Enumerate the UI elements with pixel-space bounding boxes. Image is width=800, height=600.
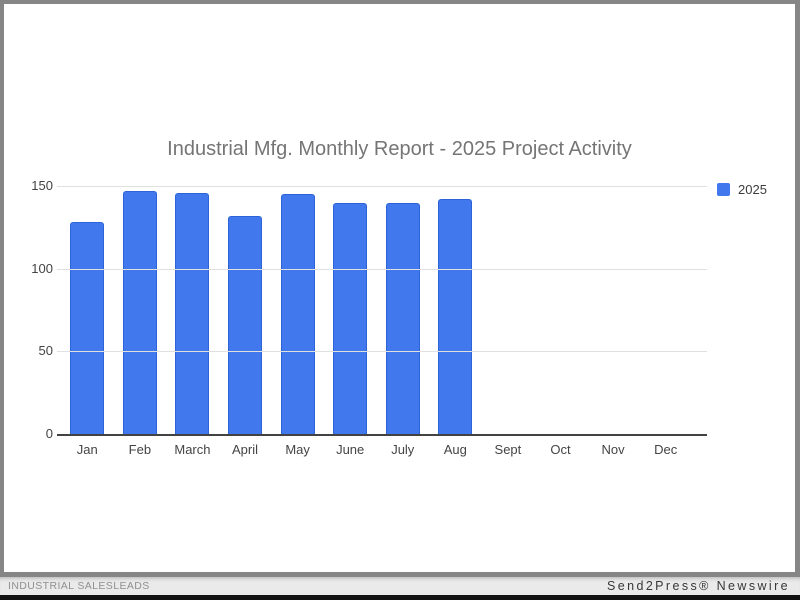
x-axis-label: March — [174, 442, 211, 457]
x-axis-labels: Jan Feb March April May June July Aug Sept Oct Nov… — [61, 442, 692, 457]
x-axis-label: Nov — [601, 442, 625, 457]
legend-label: 2025 — [738, 182, 767, 197]
bar-july — [385, 203, 420, 434]
gridline — [57, 351, 707, 353]
x-axis-label: April — [232, 442, 259, 457]
attribution-left: INDUSTRIAL SALESLEADS — [8, 580, 150, 592]
bar-june — [333, 203, 368, 434]
x-axis-label: Dec — [654, 442, 678, 457]
x-axis-label: Feb — [128, 442, 152, 457]
bar-may — [280, 194, 315, 434]
newswire-credit: Send2Press® Newswire — [607, 579, 790, 593]
x-axis-label: Jan — [76, 442, 98, 457]
x-axis-label: June — [336, 442, 365, 457]
bar-cell — [271, 194, 324, 434]
x-axis-label: July — [391, 442, 415, 457]
x-axis-label: Aug — [443, 442, 467, 457]
gridline — [57, 186, 707, 187]
bar-cell — [376, 203, 429, 434]
bottom-black-bar — [0, 595, 800, 600]
legend-color-swatch — [717, 183, 730, 196]
bar-cell — [219, 216, 272, 434]
press-image-frame: Industrial Mfg. Monthly Report - 2025 Pr… — [0, 0, 800, 577]
bar-cell — [324, 203, 377, 434]
y-axis-label: 0 — [45, 426, 53, 441]
bar-april — [228, 216, 263, 434]
plot-area — [57, 186, 707, 436]
chart-title: Industrial Mfg. Monthly Report - 2025 Pr… — [167, 138, 632, 160]
bar-march — [175, 193, 210, 434]
caption-strip: INDUSTRIAL SALESLEADS Send2Press® Newswi… — [0, 577, 800, 595]
x-axis-label: Sept — [494, 442, 522, 457]
bar-cell — [166, 193, 219, 434]
x-axis-label: Oct — [550, 442, 571, 457]
x-axis-label: May — [285, 442, 310, 457]
bar-jan — [70, 222, 105, 434]
bar-aug — [438, 199, 473, 434]
bars-row — [61, 186, 692, 434]
bar-cell — [114, 191, 167, 434]
y-axis-label: 50 — [38, 343, 53, 359]
y-axis-label: 100 — [31, 260, 53, 276]
legend: 2025 — [717, 182, 767, 197]
bar-cell — [429, 199, 482, 434]
gridline — [57, 268, 707, 270]
bar-feb — [122, 191, 157, 434]
y-axis-label: 150 — [31, 178, 53, 193]
bar-cell — [61, 222, 114, 434]
